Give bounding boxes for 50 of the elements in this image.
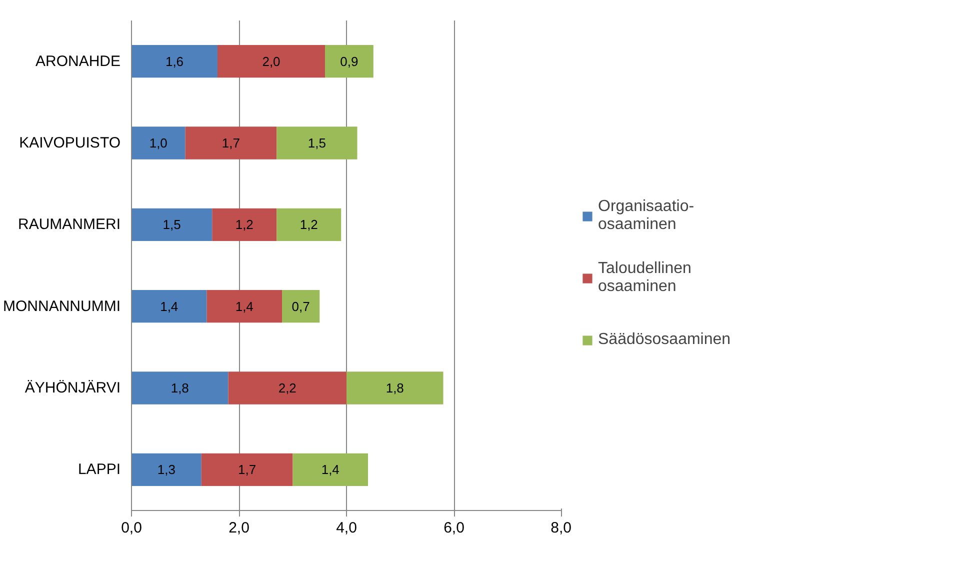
- bar: [212, 208, 277, 241]
- bar: [132, 290, 207, 323]
- bar: [276, 208, 342, 241]
- x-tick-label: 4,0: [336, 520, 357, 536]
- y-tick-label: ARONAHDE: [35, 52, 121, 70]
- legend-label: Taloudellinen osaaminen: [598, 258, 692, 296]
- bar: [132, 372, 228, 404]
- bar: [132, 453, 202, 486]
- x-tick-label: 2,0: [228, 520, 250, 536]
- y-tick-label: ÄYHÖNJÄRVI: [24, 380, 121, 396]
- bar: [276, 126, 358, 160]
- bar: [325, 45, 374, 78]
- x-tick-label: 8,0: [550, 520, 572, 536]
- data-label: 1,4: [321, 462, 340, 478]
- data-label: 1,8: [170, 380, 189, 396]
- data-label: 1,2: [300, 217, 318, 232]
- data-label: 1,5: [162, 217, 181, 232]
- data-label: 1,4: [160, 298, 178, 314]
- data-label: 1,5: [308, 136, 326, 150]
- data-label: 1,4: [235, 298, 254, 314]
- bar: [282, 290, 320, 323]
- data-label: 1,3: [157, 462, 176, 478]
- data-label: 1,2: [235, 217, 254, 232]
- y-tick-label: LAPPI: [78, 461, 121, 478]
- bar: [228, 372, 346, 404]
- data-label: 1,8: [386, 380, 404, 396]
- data-label: 2,0: [262, 54, 280, 69]
- y-tick-label: MONNANNUMMI: [3, 298, 121, 315]
- bar: [132, 208, 212, 241]
- x-tick-label: 6,0: [444, 520, 464, 536]
- bar: [206, 290, 282, 323]
- bar: [201, 453, 293, 486]
- legend-label: Säädösosaaminen: [598, 330, 731, 350]
- legend-label: Organisaatio- osaaminen: [598, 196, 694, 234]
- bar: [132, 126, 186, 160]
- data-label: 1,0: [149, 136, 168, 150]
- data-label: 1,7: [238, 462, 256, 478]
- data-label: 0,7: [292, 298, 310, 314]
- bar: [185, 126, 277, 160]
- data-label: 1,7: [222, 136, 240, 150]
- data-label: 2,2: [278, 380, 296, 396]
- bar: [292, 453, 368, 486]
- x-tick-label: 0,0: [121, 520, 142, 536]
- y-tick-label: KAIVOPUISTO: [19, 134, 121, 152]
- data-label: 1,6: [165, 54, 184, 69]
- bar: [132, 45, 218, 78]
- bar: [218, 45, 325, 78]
- data-label: 0,9: [340, 54, 358, 69]
- bar: [346, 372, 444, 404]
- y-tick-label: RAUMANMERI: [18, 216, 121, 234]
